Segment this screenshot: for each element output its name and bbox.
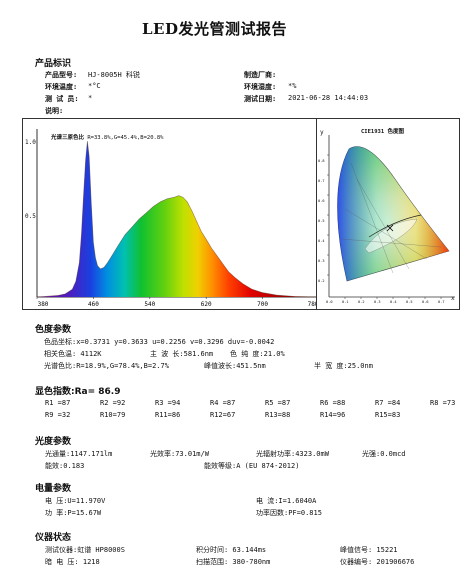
x-tick-label: 700 xyxy=(257,301,268,308)
cie-color-overlay xyxy=(337,146,449,281)
cie-x-tick: 0.6 xyxy=(422,300,429,304)
color-purity: 色 纯 度:21.0% xyxy=(230,350,285,358)
voltage: 电 压:U=11.970V xyxy=(45,497,106,505)
spectrum-line xyxy=(36,140,320,298)
cie-grid xyxy=(340,162,442,274)
radiant-power: 光辐射功率:4323.0mW xyxy=(256,450,329,458)
power: 功 率:P=15.67W xyxy=(45,509,102,517)
cri-heading: 显色指数:Ra= 86.9 xyxy=(35,387,121,397)
cie-y-axis-label: y xyxy=(320,129,324,136)
luminous-intensity: 光强:0.0mcd xyxy=(362,450,406,458)
cie-x-tick: 0.1 xyxy=(342,300,349,304)
humidity-label: 环境湿度: xyxy=(244,83,277,91)
y-tick-1: 1.0 xyxy=(25,139,36,146)
cie-y-tick: 0.4 xyxy=(318,239,325,243)
cie-diagram: CIE1931 色度图 y x xyxy=(316,118,460,310)
cie-white-region xyxy=(364,218,418,254)
product-heading: 产品标识 xyxy=(35,59,72,69)
cie-x-tick: 0.5 xyxy=(406,300,413,304)
y-tick-05: 0.5 xyxy=(25,213,36,220)
instrument-serial: 仪器编号: 201906676 xyxy=(340,558,415,566)
cri-r15: R15=83 xyxy=(375,411,401,419)
humidity-value: *% xyxy=(288,82,297,90)
spectrum-annotation: 光谱三原色比 R=33.8%,G=45.4%,B=20.8% xyxy=(51,133,164,141)
cie-point-marker xyxy=(386,224,394,232)
cri-r6: R6 =88 xyxy=(320,399,346,407)
spectral-ratio: 光谱色比:R=18.9%,G=78.4%,B=2.7% xyxy=(44,362,169,370)
energy-efficiency: 能效:0.183 xyxy=(45,462,85,470)
cie-tick-marks xyxy=(327,154,442,299)
scan-range: 扫描范围: 380-780nm xyxy=(196,558,271,566)
cie-y-tick: 0.6 xyxy=(318,199,325,203)
maker-label: 制造厂商: xyxy=(244,71,277,79)
test-device: 测试仪器:虹谱 HP8000S xyxy=(45,546,125,554)
x-tick-label: 380 xyxy=(38,301,49,308)
annotation-label: 光谱三原色比 xyxy=(51,135,85,141)
spectrum-area xyxy=(37,141,319,297)
model-label: 产品型号: xyxy=(45,71,78,79)
cri-r1: R1 =87 xyxy=(45,399,71,407)
report-title: LED发光管测试报告 xyxy=(142,20,287,38)
spectrum-plot: 380 460 540 620 700 780 xyxy=(36,129,320,308)
cie-plot xyxy=(327,135,455,299)
temp-value: *°C xyxy=(88,82,101,90)
cie-x-tick: 0.2 xyxy=(358,300,365,304)
model-value: HJ-8005H 科锐 xyxy=(88,71,140,79)
annotation-value: R=33.8%,G=45.4%,B=20.8% xyxy=(87,135,164,141)
cri-r12: R12=67 xyxy=(210,411,236,419)
cie-y-tick: 0.2 xyxy=(318,279,325,283)
cie-x-tick: 0.4 xyxy=(390,300,397,304)
cie-x-tick: 0.0 xyxy=(326,300,333,304)
current: 电 流:I=1.6040A xyxy=(256,497,317,505)
cri-r2: R2 =92 xyxy=(100,399,126,407)
luminous-efficacy: 光效率:73.01m/W xyxy=(150,450,209,458)
x-tick-label: 620 xyxy=(201,301,212,308)
cri-r4: R4 =87 xyxy=(210,399,236,407)
dark-voltage: 暗 电 压: 1218 xyxy=(45,558,100,566)
cie-y-ticks: 0.8 0.7 0.6 0.5 0.4 0.3 0.2 xyxy=(318,151,325,291)
temp-label: 环境温度: xyxy=(45,83,78,91)
peak-wavelength: 峰值波长:451.5nm xyxy=(204,362,266,370)
cie-x-axis-label: x xyxy=(451,295,455,302)
integration-time: 积分时间: 63.144ms xyxy=(196,546,267,554)
power-factor: 功率因数:PF=0.815 xyxy=(256,509,322,517)
tester-value: * xyxy=(88,94,93,102)
cri-r13: R13=88 xyxy=(265,411,291,419)
color-row-1: 色品坐标:x=0.3731 y=0.3633 u=0.2256 v=0.3296… xyxy=(44,338,275,346)
efficiency-grade: 能效等级:A (EU 874-2012) xyxy=(204,462,300,470)
cri-r5: R5 =87 xyxy=(265,399,291,407)
cri-r14: R14=96 xyxy=(320,411,346,419)
cie-x-tick: 0.3 xyxy=(374,300,381,304)
elec-heading: 电量参数 xyxy=(35,484,72,494)
cri-r9: R9 =32 xyxy=(45,411,71,419)
cri-r7: R7 =84 xyxy=(375,399,401,407)
cri-r10: R10=79 xyxy=(100,411,126,419)
cie-x-tick: 0.7 xyxy=(438,300,445,304)
photo-heading: 光度参数 xyxy=(35,437,72,447)
color-heading: 色度参数 xyxy=(35,325,72,335)
cie-y-tick: 0.5 xyxy=(318,219,325,223)
cct-value: 相关色温: 4112K xyxy=(44,350,102,358)
cie-planckian-locus xyxy=(368,214,422,238)
x-tick-label: 460 xyxy=(88,301,99,308)
cri-r11: R11=86 xyxy=(155,411,181,419)
tester-label: 测 试 员: xyxy=(45,95,79,103)
peak-signal: 峰值信号: 15221 xyxy=(340,546,398,554)
instr-heading: 仪器状态 xyxy=(35,533,72,543)
note-label: 说明: xyxy=(45,107,64,115)
spectrum-chart: 380 460 540 620 700 780 1.0 0.5 光谱三原色比 R=33.8… xyxy=(22,118,324,310)
cie-y-tick: 0.7 xyxy=(318,179,325,183)
cri-r8: R8 =73 xyxy=(430,399,456,407)
cri-r3: R3 =94 xyxy=(155,399,181,407)
x-tick-label: 780 xyxy=(308,301,319,308)
dominant-wavelength: 主 波 长:581.6nm xyxy=(150,350,214,358)
cie-y-tick: 0.3 xyxy=(318,259,325,263)
luminous-flux: 光通量:1147.171lm xyxy=(45,450,113,458)
cie-title: CIE1931 色度图 xyxy=(361,129,404,135)
date-value: 2021-06-28 14:44:03 xyxy=(288,94,369,102)
date-label: 测试日期: xyxy=(244,95,277,103)
x-tick-label: 540 xyxy=(144,301,155,308)
cie-y-tick: 0.8 xyxy=(318,159,325,163)
half-width: 半 宽 度:25.0nm xyxy=(314,362,373,370)
